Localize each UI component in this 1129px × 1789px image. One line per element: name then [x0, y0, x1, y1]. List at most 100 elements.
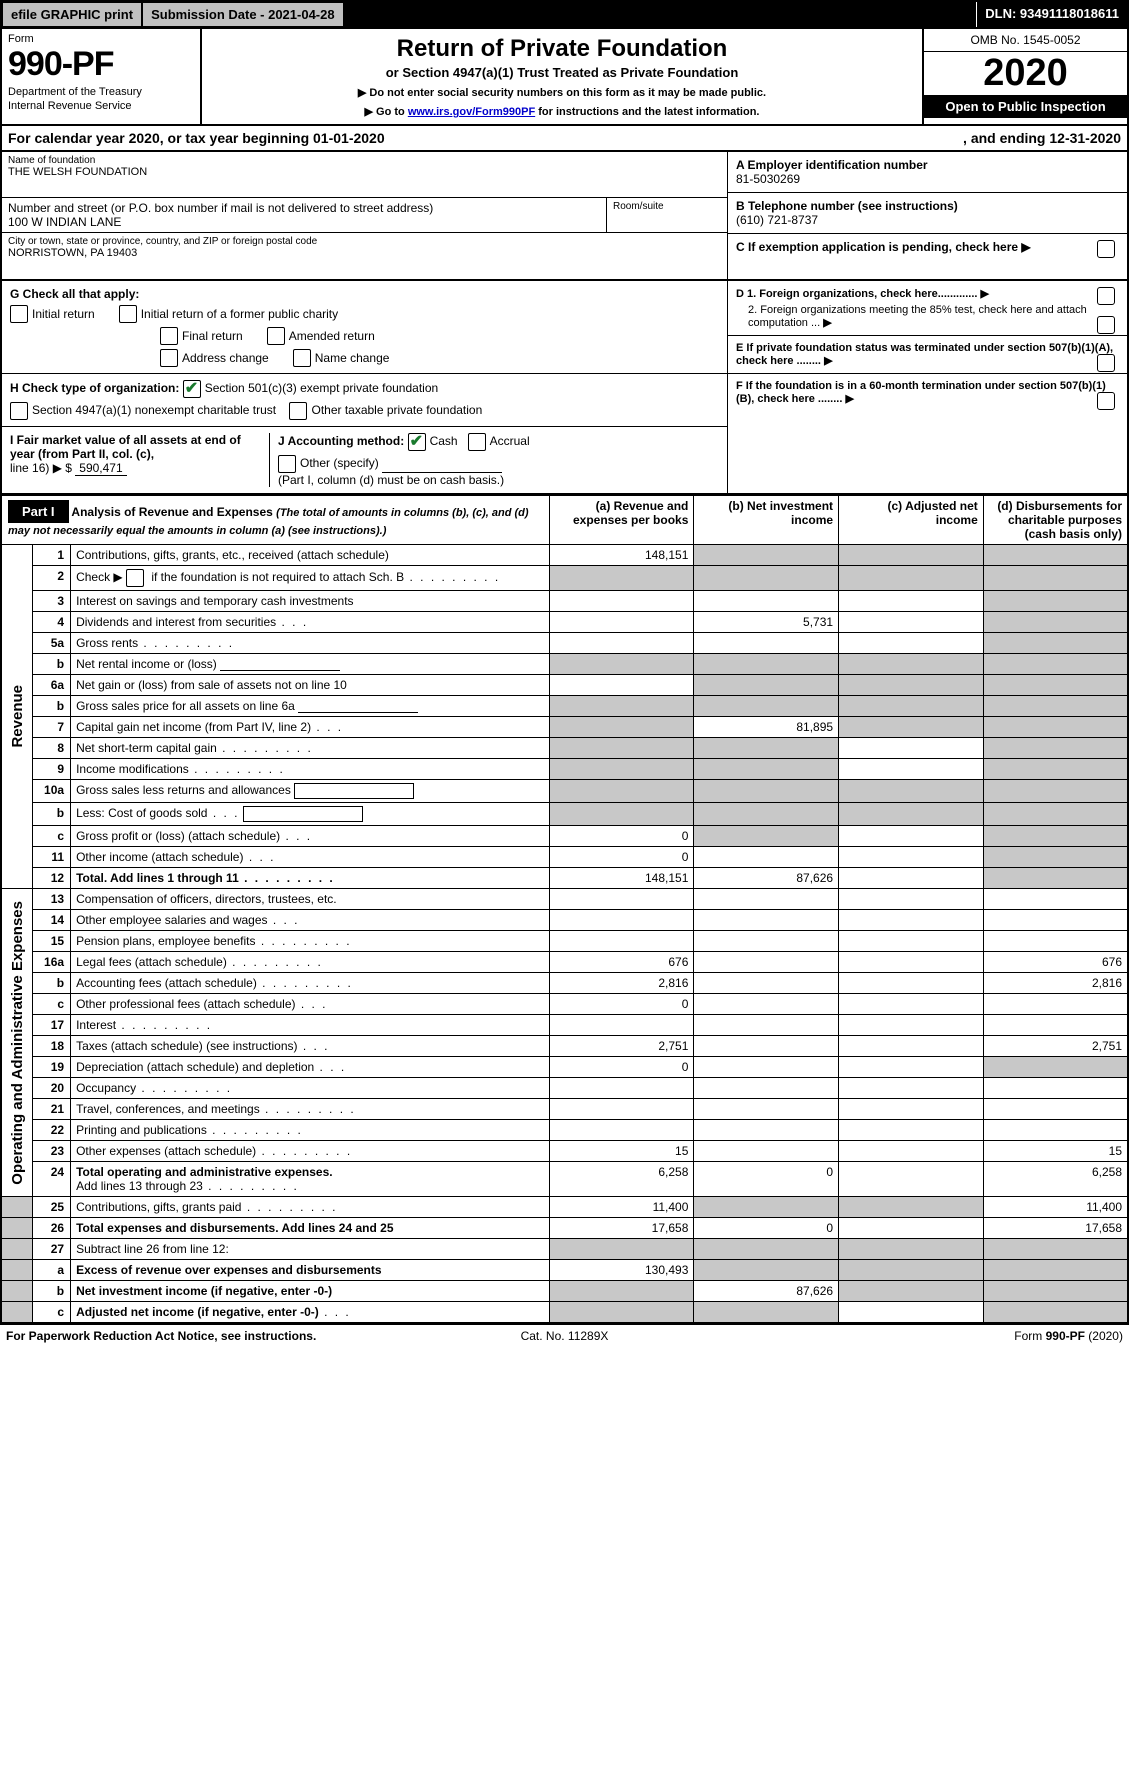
r26-b: 0: [694, 1218, 839, 1239]
check-right: D 1. Foreign organizations, check here..…: [727, 281, 1127, 493]
h-501c3-checkbox[interactable]: [183, 380, 201, 398]
row-9: 9Income modifications: [1, 759, 1128, 780]
r25-desc: Contributions, gifts, grants paid: [71, 1197, 550, 1218]
j-o2: Accrual: [490, 434, 530, 448]
cal-end: , and ending 12-31-2020: [963, 130, 1121, 146]
r26-d: 17,658: [983, 1218, 1128, 1239]
r14-desc: Other employee salaries and wages: [71, 910, 550, 931]
form-label: Form: [8, 33, 194, 45]
g-initial-former-checkbox[interactable]: [119, 305, 137, 323]
dln-label: DLN: 93491118018611: [976, 2, 1127, 27]
j-accrual-checkbox[interactable]: [468, 433, 486, 451]
ij-section: I Fair market value of all assets at end…: [2, 427, 727, 493]
c-checkbox[interactable]: [1097, 240, 1115, 258]
e-checkbox[interactable]: [1097, 354, 1115, 372]
r12-b: 87,626: [694, 868, 839, 889]
g-o1: Initial return: [32, 307, 95, 321]
row-6a: 6aNet gain or (loss) from sale of assets…: [1, 675, 1128, 696]
r25-a: 11,400: [549, 1197, 694, 1218]
r15-desc: Pension plans, employee benefits: [71, 931, 550, 952]
j-other-checkbox[interactable]: [278, 455, 296, 473]
r19-desc: Depreciation (attach schedule) and deple…: [71, 1057, 550, 1078]
f-checkbox[interactable]: [1097, 392, 1115, 410]
r2-checkbox[interactable]: [126, 569, 144, 587]
r23-desc: Other expenses (attach schedule): [71, 1141, 550, 1162]
r7-b: 81,895: [694, 717, 839, 738]
header-mid: Return of Private Foundation or Section …: [202, 29, 922, 124]
r18-d: 2,751: [983, 1036, 1128, 1057]
efile-print-button[interactable]: efile GRAPHIC print: [2, 2, 142, 27]
g-final-checkbox[interactable]: [160, 327, 178, 345]
r27b-desc: Net investment income (if negative, ente…: [71, 1281, 550, 1302]
phone-label: B Telephone number (see instructions): [736, 199, 1119, 213]
row-6b: bGross sales price for all assets on lin…: [1, 696, 1128, 717]
row-3: 3Interest on savings and temporary cash …: [1, 591, 1128, 612]
r3-desc: Interest on savings and temporary cash i…: [71, 591, 550, 612]
r19-a: 0: [549, 1057, 694, 1078]
g-initial-checkbox[interactable]: [10, 305, 28, 323]
row-8: 8Net short-term capital gain: [1, 738, 1128, 759]
form-number: 990-PF: [8, 45, 194, 84]
h-other-checkbox[interactable]: [289, 402, 307, 420]
footer-right: Form 990-PF (2020): [751, 1329, 1123, 1343]
h-4947-checkbox[interactable]: [10, 402, 28, 420]
r10a-desc: Gross sales less returns and allowances: [71, 780, 550, 803]
revenue-vert: Revenue: [1, 545, 33, 889]
address-row: Number and street (or P.O. box number if…: [2, 198, 727, 233]
footer-mid: Cat. No. 11289X: [378, 1329, 750, 1343]
row-14: 14Other employee salaries and wages: [1, 910, 1128, 931]
arrow-icon: ▶: [1021, 240, 1030, 254]
d2-label: 2. Foreign organizations meeting the 85%…: [748, 304, 1087, 329]
r5a-desc: Gross rents: [71, 633, 550, 654]
r23-d: 15: [983, 1141, 1128, 1162]
j-other-input[interactable]: [382, 459, 502, 473]
row-18: 18Taxes (attach schedule) (see instructi…: [1, 1036, 1128, 1057]
name-value: THE WELSH FOUNDATION: [8, 166, 721, 178]
r4-b: 5,731: [694, 612, 839, 633]
d2-checkbox[interactable]: [1097, 316, 1115, 334]
check-left: G Check all that apply: Initial return I…: [2, 281, 727, 493]
r26-desc: Total expenses and disbursements. Add li…: [71, 1218, 550, 1239]
r6a-desc: Net gain or (loss) from sale of assets n…: [71, 675, 550, 696]
form-subtitle: or Section 4947(a)(1) Trust Treated as P…: [210, 65, 914, 80]
g-amended-checkbox[interactable]: [267, 327, 285, 345]
row-20: 20Occupancy: [1, 1078, 1128, 1099]
expenses-vert: Operating and Administrative Expenses: [1, 889, 33, 1197]
row-16c: cOther professional fees (attach schedul…: [1, 994, 1128, 1015]
form-header: Form 990-PF Department of the Treasury I…: [0, 29, 1129, 126]
row-26: 26Total expenses and disbursements. Add …: [1, 1218, 1128, 1239]
ein-row: A Employer identification number 81-5030…: [728, 152, 1127, 193]
footer: For Paperwork Reduction Act Notice, see …: [0, 1324, 1129, 1347]
row-22: 22Printing and publications: [1, 1120, 1128, 1141]
form-note2: ▶ Go to www.irs.gov/Form990PF for instru…: [210, 105, 914, 118]
r23-a: 15: [549, 1141, 694, 1162]
g-address-checkbox[interactable]: [160, 349, 178, 367]
row-12: 12Total. Add lines 1 through 11148,15187…: [1, 868, 1128, 889]
j-label: J Accounting method:: [278, 434, 404, 448]
submission-date: Submission Date - 2021-04-28: [142, 2, 344, 27]
r6b-desc: Gross sales price for all assets on line…: [71, 696, 550, 717]
r12-desc: Total. Add lines 1 through 11: [71, 868, 550, 889]
name-label: Name of foundation: [8, 155, 721, 166]
col-b-header: (b) Net investment income: [694, 496, 839, 545]
header-left: Form 990-PF Department of the Treasury I…: [2, 29, 202, 124]
room-label: Room/suite: [607, 198, 727, 232]
part1-tab: Part I: [8, 500, 69, 523]
row-10b: bLess: Cost of goods sold: [1, 803, 1128, 826]
form990pf-link[interactable]: www.irs.gov/Form990PF: [408, 106, 535, 118]
form-note1: ▶ Do not enter social security numbers o…: [210, 86, 914, 99]
top-bar: efile GRAPHIC print Submission Date - 20…: [0, 0, 1129, 29]
r24-a: 6,258: [549, 1162, 694, 1197]
j-cash-checkbox[interactable]: [408, 433, 426, 451]
g-name-checkbox[interactable]: [293, 349, 311, 367]
g-o4: Amended return: [289, 329, 375, 343]
i-line: line 16) ▶ $: [10, 461, 72, 475]
row-5b: bNet rental income or (loss): [1, 654, 1128, 675]
r24-desc: Total operating and administrative expen…: [71, 1162, 550, 1197]
e-section: E If private foundation status was termi…: [728, 336, 1127, 374]
row-10c: cGross profit or (loss) (attach schedule…: [1, 826, 1128, 847]
d1-checkbox[interactable]: [1097, 287, 1115, 305]
row-1: Revenue 1Contributions, gifts, grants, e…: [1, 545, 1128, 566]
c-label: C If exemption application is pending, c…: [736, 240, 1018, 254]
g-o3: Final return: [182, 329, 243, 343]
